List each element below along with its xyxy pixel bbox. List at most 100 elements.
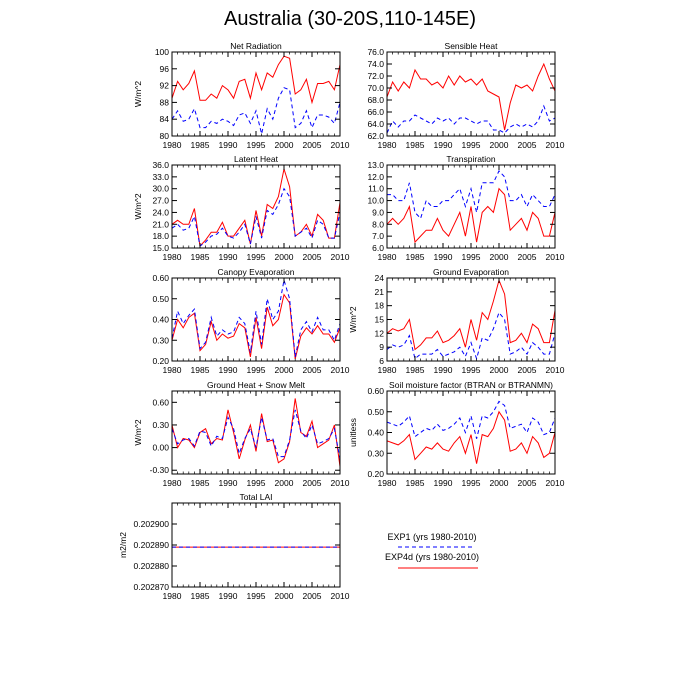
y-tick-label: 100	[155, 47, 169, 57]
x-tick-label: 1990	[434, 252, 453, 262]
y-tick-label: 0.60	[152, 397, 169, 407]
y-tick-label: 7.0	[372, 231, 384, 241]
panel-title: Latent Heat	[234, 154, 279, 164]
y-tick-label: 0.30	[152, 420, 169, 430]
y-tick-label: 66.0	[367, 107, 384, 117]
y-axis-label: W/m^2	[133, 81, 143, 107]
panel-soil-moisture-factor-btran-or-btranmn: 1980 1985 1990 1995 2000 2005 2010 0.20 0.30 0.40…	[348, 380, 565, 488]
panel-transpiration: 1980 1985 1990 1995 2000 2005 2010 6.0 7.0 8.0 9.0…	[367, 154, 564, 262]
x-tick-label: 1995	[462, 252, 481, 262]
y-tick-label: 0.40	[152, 315, 169, 325]
x-tick-label: 2005	[518, 365, 537, 375]
panel-title: Transpiration	[446, 154, 496, 164]
y-tick-label: 0.30	[367, 448, 384, 458]
x-tick-label: 2000	[275, 365, 294, 375]
y-tick-label: 21	[375, 287, 385, 297]
y-tick-label: 0.60	[152, 273, 169, 283]
y-tick-label: 12	[375, 328, 385, 338]
y-tick-label: 36.0	[152, 160, 169, 170]
x-tick-label: 1985	[191, 140, 210, 150]
y-tick-label: 0.50	[152, 294, 169, 304]
plot-frame	[171, 164, 341, 249]
y-tick-label: 0.202890	[134, 540, 170, 550]
series-line-exp4d-yrs-1980-2010	[172, 167, 340, 248]
x-tick-label: 2000	[275, 252, 294, 262]
series-line-exp4d-yrs-1980-2010	[172, 398, 340, 467]
x-tick-label: 1985	[406, 365, 425, 375]
y-axis-label: W/m^2	[133, 419, 143, 445]
panel-canopy-evaporation: 1980 1985 1990 1995 2000 2005 2010 0.20 0.30 0.40…	[152, 267, 349, 375]
x-tick-label: 1995	[462, 365, 481, 375]
x-tick-label: 2005	[518, 478, 537, 488]
y-tick-label: 6.0	[372, 243, 384, 253]
series-line-exp1-yrs-1980-2010	[172, 409, 340, 459]
y-tick-label: 0.202880	[134, 561, 170, 571]
panel-title: Total LAI	[239, 492, 272, 502]
y-axis-label: W/m^2	[133, 193, 143, 219]
x-tick-label: 2000	[490, 252, 509, 262]
series-line-exp1-yrs-1980-2010	[387, 170, 555, 220]
series-line-exp4d-yrs-1980-2010	[172, 55, 340, 105]
y-tick-label: 88	[160, 97, 170, 107]
panel-ground-heat-snow-melt: 1980 1985 1990 1995 2000 2005 2010 -0.30 0.00 0.3…	[133, 380, 350, 488]
x-tick-label: 1995	[247, 591, 266, 601]
series-line-exp1-yrs-1980-2010	[387, 400, 555, 439]
y-tick-label: 0.40	[367, 428, 384, 438]
y-tick-label: 33.0	[152, 172, 169, 182]
y-tick-label: 9.0	[372, 207, 384, 217]
x-tick-label: 2010	[331, 591, 350, 601]
panel-title: Soil moisture factor (BTRAN or BTRANMN)	[389, 380, 553, 390]
x-tick-label: 1980	[163, 365, 182, 375]
panel-title: Ground Evaporation	[433, 267, 509, 277]
x-tick-label: 2000	[490, 478, 509, 488]
y-tick-label: 9	[379, 342, 384, 352]
x-tick-label: 1990	[434, 365, 453, 375]
series-line-exp4d-yrs-1980-2010	[387, 187, 555, 244]
series-line-exp4d-yrs-1980-2010	[387, 62, 555, 131]
y-tick-label: 13.0	[367, 160, 384, 170]
y-tick-label: 27.0	[152, 196, 169, 206]
x-tick-label: 2010	[331, 478, 350, 488]
x-tick-label: 2000	[490, 140, 509, 150]
figure-title: Australia (30-20S,110-145E)	[224, 8, 476, 30]
x-tick-label: 1980	[378, 478, 397, 488]
series-line-exp4d-yrs-1980-2010	[387, 410, 555, 464]
x-tick-label: 1985	[191, 252, 210, 262]
plot-frame	[386, 51, 556, 137]
x-tick-label: 1985	[406, 140, 425, 150]
y-tick-label: 6	[379, 356, 384, 366]
y-tick-label: 92	[160, 81, 170, 91]
x-tick-label: 2005	[518, 140, 537, 150]
panel-ground-evaporation: 1980 1985 1990 1995 2000 2005 2010 6 9 12 15 18 21 24…	[348, 267, 565, 375]
y-tick-label: 15.0	[152, 243, 169, 253]
x-tick-label: 2000	[490, 365, 509, 375]
x-tick-label: 1995	[247, 140, 266, 150]
x-tick-label: 2005	[303, 252, 322, 262]
y-tick-label: 24.0	[152, 207, 169, 217]
x-tick-label: 1980	[163, 478, 182, 488]
x-tick-label: 2010	[331, 140, 350, 150]
legend: EXP1 (yrs 1980-2010) EXP4d (yrs 1980-2010…	[385, 532, 479, 569]
y-tick-label: 64.0	[367, 119, 384, 129]
x-tick-label: 1990	[219, 478, 238, 488]
x-tick-label: 2000	[275, 140, 294, 150]
x-tick-label: 2000	[275, 478, 294, 488]
x-tick-label: 1995	[462, 140, 481, 150]
x-tick-label: 1980	[378, 252, 397, 262]
plot-frame	[386, 390, 556, 475]
y-tick-label: 30.0	[152, 184, 169, 194]
x-tick-label: 1995	[462, 478, 481, 488]
panel-title: Ground Heat + Snow Melt	[207, 380, 306, 390]
x-tick-label: 1980	[378, 365, 397, 375]
plot-frame	[171, 502, 341, 588]
y-tick-label: 18	[375, 301, 385, 311]
legend-label-exp4d-yrs-1980-2010: EXP4d (yrs 1980-2010)	[385, 552, 479, 562]
x-tick-label: 2000	[275, 591, 294, 601]
x-tick-label: 2005	[518, 252, 537, 262]
y-tick-label: 12.0	[367, 172, 384, 182]
y-tick-label: -0.30	[150, 465, 170, 475]
y-tick-label: 74.0	[367, 59, 384, 69]
x-tick-label: 1985	[406, 478, 425, 488]
